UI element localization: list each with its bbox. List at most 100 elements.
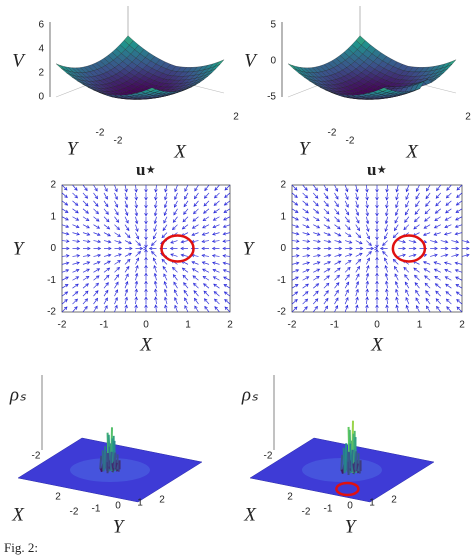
arrow-head	[434, 283, 439, 287]
arrow	[213, 208, 220, 214]
highlight	[335, 481, 360, 497]
x-tick-label: 2	[55, 492, 61, 503]
arrow-head	[211, 239, 216, 243]
arrow	[423, 224, 431, 229]
arrow-head	[204, 305, 208, 310]
arrow-head	[193, 203, 197, 207]
arrow-head	[64, 284, 69, 288]
arrow	[114, 274, 119, 281]
y-tick-label: 0	[347, 501, 353, 512]
arrow	[164, 208, 168, 216]
arrow	[103, 254, 111, 257]
arrow-head	[124, 304, 128, 309]
arrow-head	[107, 260, 111, 264]
y-tick-label: 1	[50, 211, 56, 222]
arrow	[135, 289, 137, 297]
arrow	[103, 275, 110, 281]
arrow-head	[154, 288, 158, 293]
arrow	[174, 305, 178, 313]
arrow	[430, 254, 438, 257]
arrow	[93, 200, 99, 207]
arrow-head	[95, 210, 99, 215]
arrow-head	[201, 232, 206, 236]
arrow	[135, 184, 137, 192]
arrow-head	[174, 296, 178, 301]
arrow	[424, 216, 431, 222]
arrow	[135, 208, 138, 216]
arrow	[103, 282, 109, 289]
arrow-head	[385, 189, 389, 193]
arrow-head	[402, 240, 406, 244]
arrow	[386, 192, 388, 200]
arrow-head	[435, 298, 440, 302]
arrow-head	[202, 268, 206, 272]
arrow	[414, 282, 420, 289]
arrow	[164, 184, 168, 192]
arrow-head	[375, 197, 379, 201]
arrow	[173, 282, 178, 289]
x-tick-label: -1	[100, 320, 109, 331]
arrow	[344, 192, 349, 200]
arrow-head	[296, 246, 300, 251]
arrow	[355, 184, 358, 192]
arrow	[455, 208, 463, 213]
arrow-head	[174, 196, 178, 201]
arrow-head	[201, 261, 206, 265]
arrow	[202, 216, 210, 221]
arrow-head	[94, 195, 98, 200]
arrow-head	[379, 246, 384, 251]
arrow-head	[116, 226, 120, 231]
arrow-head	[124, 296, 128, 301]
x-tick-label: 0	[374, 320, 380, 331]
surface-patch	[378, 87, 389, 92]
arrow-head	[86, 253, 91, 258]
arrow-head	[394, 212, 399, 216]
arrow-head	[395, 304, 399, 309]
arrow	[173, 216, 178, 223]
arrow	[93, 208, 99, 215]
arrow	[385, 224, 388, 232]
arrow-head	[404, 281, 409, 286]
arrow-head	[422, 232, 427, 236]
arrow	[291, 232, 299, 235]
arrow	[344, 232, 352, 237]
arrow	[415, 200, 420, 207]
arrow	[355, 216, 360, 224]
arrow-head	[365, 272, 370, 277]
arrow-head	[355, 204, 359, 209]
arrow	[82, 232, 90, 236]
arrow	[223, 276, 231, 281]
arrow	[334, 208, 340, 215]
arrow-head	[414, 218, 418, 223]
arrow-head	[347, 233, 352, 237]
arrow	[444, 262, 452, 265]
arrow	[204, 306, 210, 313]
arrow-head	[85, 210, 89, 214]
arrow-head	[75, 283, 79, 287]
arrow-head	[375, 213, 379, 217]
arrow-head	[296, 239, 300, 243]
arrow-head	[466, 246, 470, 251]
arrow-head	[134, 296, 138, 301]
arrow	[114, 184, 118, 192]
arrow	[345, 253, 352, 257]
arrow-head	[375, 228, 379, 233]
arrow	[355, 289, 359, 297]
arrow-head	[366, 264, 370, 269]
arrow-head	[306, 261, 311, 265]
arrow	[435, 208, 441, 214]
arrow	[93, 305, 98, 313]
arrow-head	[95, 282, 99, 287]
arrow-head	[375, 288, 379, 292]
z-tick-label: 6	[38, 20, 44, 31]
arrow-head	[413, 246, 417, 251]
arrow	[355, 208, 359, 216]
arrow-head	[454, 232, 459, 236]
arrow	[182, 267, 189, 273]
arrow-head	[359, 246, 364, 251]
arrow	[384, 232, 388, 240]
arrow	[114, 232, 121, 237]
arrow-head	[296, 254, 300, 258]
arrow-head	[368, 242, 372, 247]
arrow-head	[294, 284, 299, 288]
